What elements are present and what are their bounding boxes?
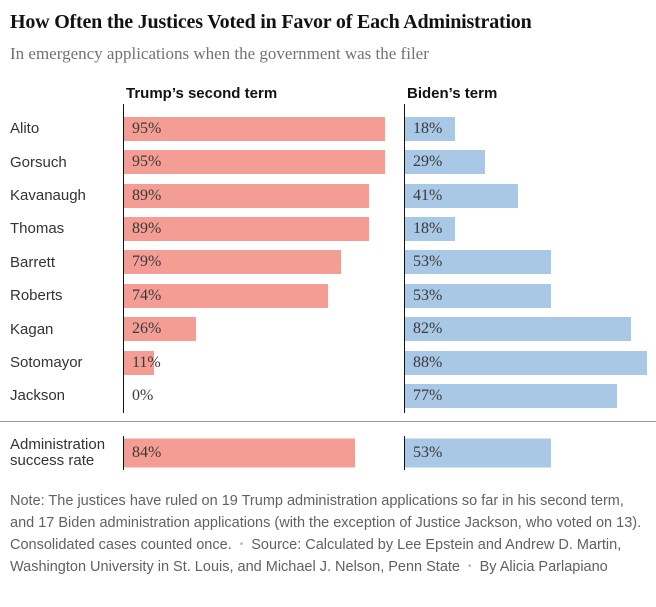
justice-row: Gorsuch 95% 29% xyxy=(0,145,656,179)
biden-cell: 18% xyxy=(404,112,656,146)
justice-row: Jackson 0% 77% xyxy=(0,379,656,413)
biden-bar xyxy=(405,383,617,408)
trump-cell: 95% xyxy=(123,112,404,146)
trump-value: 74% xyxy=(132,286,162,304)
justice-row: Sotomayor 11% 88% xyxy=(0,345,656,380)
biden-cell: 53% xyxy=(404,279,656,313)
biden-bar xyxy=(405,150,485,175)
biden-cell: 29% xyxy=(404,145,656,179)
summary-label: Administration success rate xyxy=(0,436,123,470)
trump-cell: 79% xyxy=(123,245,404,280)
trump-value: 95% xyxy=(132,153,162,171)
justice-name: Sotomayor xyxy=(10,354,83,372)
biden-bar xyxy=(405,250,551,275)
chart-subtitle: In emergency applications when the gover… xyxy=(10,44,429,63)
justice-rows: Alito 95% 18% Gorsuch 95% 29% Kavanaugh … xyxy=(0,112,656,413)
justice-name: Thomas xyxy=(10,220,65,238)
trump-cell: 95% xyxy=(123,145,404,179)
summary-row: Administration success rate 84% 53% xyxy=(0,435,656,470)
trump-cell: 74% xyxy=(123,279,404,313)
justice-name: Jackson xyxy=(10,387,66,405)
justice-row: Kagan 26% 82% xyxy=(0,312,656,346)
justice-name: Roberts xyxy=(10,287,63,305)
trump-cell: 11% xyxy=(123,345,404,380)
biden-cell: 82% xyxy=(404,312,656,346)
summary-trump-value: 84% xyxy=(132,443,162,461)
justice-row: Kavanaugh 89% 41% xyxy=(0,178,656,213)
biden-value: 88% xyxy=(413,353,443,371)
footnote-byline: By Alicia Parlapiano xyxy=(479,558,608,575)
trump-value: 89% xyxy=(132,186,162,204)
trump-cell: 89% xyxy=(123,178,404,213)
summary-biden-bar xyxy=(405,438,551,468)
chart-title: How Often the Justices Voted in Favor of… xyxy=(10,11,532,33)
trump-value: 95% xyxy=(132,119,162,137)
trump-value: 0% xyxy=(132,386,154,404)
biden-cell: 53% xyxy=(404,245,656,280)
biden-value: 53% xyxy=(413,286,443,304)
biden-bar xyxy=(405,216,455,241)
justice-name: Barrett xyxy=(10,253,56,271)
justice-name: Kagan xyxy=(10,320,54,338)
footnote: Note: The justices have ruled on 19 Trum… xyxy=(10,490,646,578)
justice-row: Barrett 79% 53% xyxy=(0,245,656,280)
trump-value: 26% xyxy=(132,320,162,338)
summary-biden-cell: 53% xyxy=(404,435,656,470)
trump-cell: 89% xyxy=(123,212,404,246)
trump-value: 79% xyxy=(132,253,162,271)
bullet-separator-icon: • xyxy=(239,538,244,550)
trump-bar xyxy=(124,317,196,342)
justice-row: Alito 95% 18% xyxy=(0,112,656,146)
biden-cell: 88% xyxy=(404,345,656,380)
footnote-source: Source: Calculated by Lee Epstein and An… xyxy=(10,536,622,575)
biden-value: 53% xyxy=(413,253,443,271)
trump-cell: 0% xyxy=(123,379,404,413)
bullet-separator-icon: • xyxy=(468,560,472,572)
footnote-note: Note: The justices have ruled on 19 Trum… xyxy=(10,492,642,553)
header-spacer xyxy=(0,85,123,104)
justice-row: Roberts 74% 53% xyxy=(0,279,656,313)
trump-bar xyxy=(124,150,386,175)
trump-bar xyxy=(124,216,369,241)
summary-trump-bar xyxy=(124,438,355,468)
summary-trump-cell: 84% xyxy=(123,435,404,470)
column-headers: Trump’s second term Biden’s term xyxy=(0,85,656,104)
trump-bar xyxy=(124,283,328,308)
justice-name: Kavanaugh xyxy=(10,187,86,205)
summary-label-line1: Administration xyxy=(10,435,106,453)
biden-bar xyxy=(405,317,631,342)
biden-value: 41% xyxy=(413,186,443,204)
biden-value: 77% xyxy=(413,386,443,404)
trump-bar xyxy=(124,183,369,208)
trump-cell: 26% xyxy=(123,312,404,346)
trump-bar xyxy=(124,350,155,375)
axis-tick-row xyxy=(0,104,656,113)
biden-value: 82% xyxy=(413,320,443,338)
trump-value: 11% xyxy=(132,353,161,371)
biden-value: 18% xyxy=(413,219,443,237)
biden-value: 18% xyxy=(413,119,443,137)
biden-cell: 77% xyxy=(404,379,656,413)
justice-name: Gorsuch xyxy=(10,153,67,171)
biden-cell: 18% xyxy=(404,212,656,246)
summary-biden-value: 53% xyxy=(413,443,443,461)
biden-value: 29% xyxy=(413,153,443,171)
column-header-trump: Trump’s second term xyxy=(126,85,278,103)
biden-axis-tick xyxy=(404,104,656,113)
biden-bar xyxy=(405,183,518,208)
trump-bar xyxy=(124,250,342,275)
biden-bar xyxy=(405,116,455,141)
trump-value: 89% xyxy=(132,219,162,237)
justice-name: Alito xyxy=(10,120,40,138)
summary-label-line2: success rate xyxy=(10,451,95,469)
justice-row: Thomas 89% 18% xyxy=(0,212,656,246)
biden-cell: 41% xyxy=(404,178,656,213)
column-header-biden: Biden’s term xyxy=(407,85,498,103)
trump-axis-tick xyxy=(123,104,404,113)
biden-bar xyxy=(405,350,647,375)
summary-divider xyxy=(0,420,656,422)
biden-bar xyxy=(405,283,551,308)
trump-bar xyxy=(124,116,386,141)
